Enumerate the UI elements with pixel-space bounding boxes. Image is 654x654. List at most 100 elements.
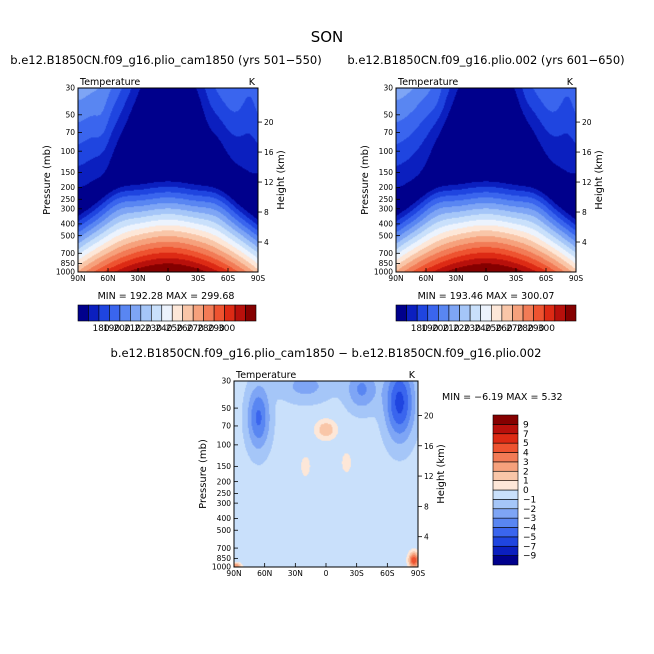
colorbar-swatch — [224, 304, 236, 322]
colorbar-swatch — [98, 304, 110, 322]
colorbar-label: 260 — [176, 324, 193, 334]
colorbar-label: 240 — [155, 324, 172, 334]
colorbar-swatch — [492, 442, 519, 453]
x-tick-label: 0 — [166, 274, 171, 283]
x-tick-label: 60S — [380, 569, 395, 578]
colorbar-label: 280 — [517, 324, 534, 334]
colorbar-label: −1 — [523, 495, 536, 505]
colorbar-swatch — [234, 304, 246, 322]
colorbar-label: 280 — [197, 324, 214, 334]
y-tick-label: 850 — [217, 554, 232, 563]
colorbar-label: 220 — [453, 324, 470, 334]
units-label: K — [409, 370, 416, 381]
y-tick-label: 400 — [61, 220, 76, 229]
colorbar-label: 7 — [523, 430, 529, 440]
colorbar-label: −2 — [523, 505, 536, 515]
colorbar-swatch — [492, 536, 519, 547]
x-tick-label: 30S — [509, 274, 524, 283]
y2-axis-label: Height (km) — [276, 150, 287, 210]
x-tick-label: 90S — [569, 274, 584, 283]
colorbar-swatch — [554, 304, 566, 322]
y-tick-label: 30 — [383, 84, 393, 93]
y-tick-label: 70 — [221, 422, 231, 431]
y-tick-label: 500 — [379, 231, 394, 240]
colorbar-label: 240 — [474, 324, 491, 334]
colorbar-swatch — [161, 304, 173, 322]
x-tick-label: 90S — [251, 274, 266, 283]
y-tick-label: 250 — [61, 195, 76, 204]
panel-2: b.e12.B1850CN.f09_g16.plio.002 (yrs 601−… — [347, 53, 624, 334]
y2-axis-label: Height (km) — [436, 444, 447, 504]
colorbar-swatch — [182, 304, 194, 322]
y-tick-label: 200 — [217, 477, 232, 486]
colorbar-swatch — [245, 304, 257, 322]
colorbar-swatch — [119, 304, 131, 322]
colorbar-swatch — [438, 304, 450, 322]
colorbar-label: 1 — [523, 477, 529, 487]
y-tick-label: 1000 — [56, 268, 75, 277]
colorbar-swatch — [565, 304, 577, 322]
units-label: K — [249, 77, 256, 88]
x-tick-label: 30N — [130, 274, 145, 283]
colorbar-swatch — [492, 499, 519, 510]
y-tick-label: 250 — [379, 195, 394, 204]
colorbar-label: 5 — [523, 439, 529, 449]
colorbar-swatch — [522, 304, 534, 322]
x-tick-label: 60S — [221, 274, 236, 283]
colorbar-label: 180 — [411, 324, 428, 334]
colorbar-swatch — [492, 433, 519, 444]
colorbar-label: 300 — [538, 324, 555, 334]
x-tick-label: 60N — [100, 274, 115, 283]
colorbar-label: 2 — [523, 467, 529, 477]
y-tick-label: 200 — [61, 183, 76, 192]
y2-tick-label: 4 — [264, 238, 269, 247]
x-tick-label: 0 — [484, 274, 489, 283]
y-tick-label: 500 — [61, 231, 76, 240]
colorbar-label: 250 — [166, 324, 183, 334]
y-tick-label: 150 — [379, 168, 394, 177]
colorbar-swatch — [171, 304, 184, 322]
y-tick-label: 1000 — [374, 268, 393, 277]
colorbar-label: 180 — [92, 324, 109, 334]
colorbar-label: 270 — [187, 324, 204, 334]
colorbar-label: 4 — [523, 449, 529, 459]
x-tick-label: 90N — [70, 274, 85, 283]
y2-tick-label: 12 — [264, 178, 274, 187]
colorbar-label: 210 — [442, 324, 459, 334]
colorbar-label: −5 — [523, 533, 536, 543]
y-axis-label: Pressure (mb) — [42, 145, 53, 215]
colorbar-swatch — [480, 304, 492, 322]
colorbar-swatch — [77, 304, 89, 322]
colorbar-swatch — [492, 545, 519, 556]
y2-tick-label: 8 — [582, 208, 587, 217]
colorbar-swatch — [501, 304, 513, 322]
y-tick-label: 50 — [65, 111, 75, 120]
y2-tick-label: 8 — [424, 502, 429, 511]
y-tick-label: 700 — [217, 544, 232, 553]
y-tick-label: 100 — [379, 147, 394, 156]
contour-fill — [396, 88, 576, 272]
colorbar-label: 210 — [124, 324, 141, 334]
panel-title: b.e12.B1850CN.f09_g16.plio.002 (yrs 601−… — [347, 53, 624, 67]
y2-tick-label: 20 — [582, 118, 592, 127]
x-tick-label: 0 — [324, 569, 329, 578]
figure-season-title: SON — [311, 28, 344, 46]
colorbar-swatch — [533, 304, 545, 322]
y-tick-label: 50 — [383, 111, 393, 120]
y-tick-label: 30 — [65, 84, 75, 93]
y2-tick-label: 16 — [264, 148, 274, 157]
y-tick-label: 300 — [61, 205, 76, 214]
y-tick-label: 400 — [217, 514, 232, 523]
panel-title: b.e12.B1850CN.f09_g16.plio_cam1850 − b.e… — [111, 346, 542, 360]
colorbar-label: 9 — [523, 420, 529, 430]
stats-label: MIN = 192.28 MAX = 299.68 — [98, 291, 235, 302]
colorbar-label: −3 — [523, 514, 536, 524]
colorbar-swatch — [492, 517, 519, 528]
y-tick-label: 400 — [379, 220, 394, 229]
y2-tick-label: 20 — [424, 411, 434, 420]
y-axis-label: Pressure (mb) — [198, 439, 209, 509]
y-tick-label: 70 — [383, 128, 393, 137]
colorbar-swatch — [492, 555, 519, 566]
x-tick-label: 60N — [418, 274, 433, 283]
colorbar-swatch — [427, 304, 439, 322]
